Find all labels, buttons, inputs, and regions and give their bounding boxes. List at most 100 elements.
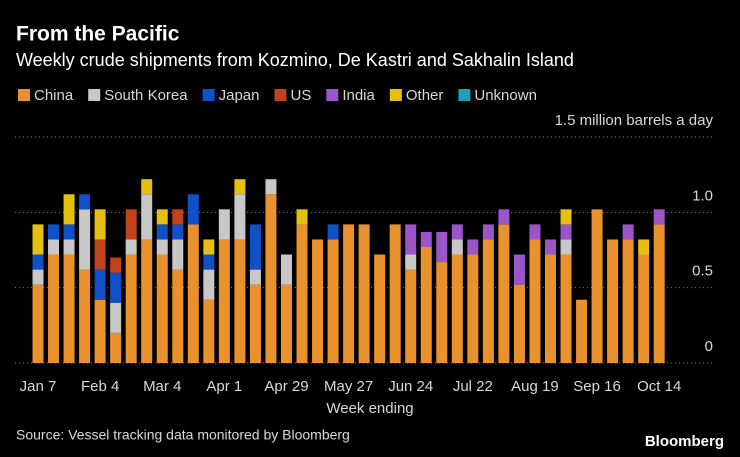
chart-subtitle: Weekly crude shipments from Kozmino, De … xyxy=(16,50,574,70)
bar-segment xyxy=(638,254,650,363)
bar-segment xyxy=(265,194,277,363)
bar-segment xyxy=(110,257,122,273)
bar-segment xyxy=(498,209,510,225)
bar-segment xyxy=(436,262,448,363)
bar-segment xyxy=(63,254,75,363)
bar-segment xyxy=(125,209,137,240)
bar-segment xyxy=(436,231,448,263)
bar-segment xyxy=(110,272,122,303)
bar-segment xyxy=(63,239,75,255)
bar-segment xyxy=(374,254,386,363)
bar-segment xyxy=(234,194,246,240)
bar-segment xyxy=(296,209,308,225)
bar-segment xyxy=(187,194,199,225)
bar-segment xyxy=(63,224,75,240)
chart-title: From the Pacific xyxy=(16,23,180,46)
bar-segment xyxy=(358,224,370,363)
y-tick-label: 1.5 million barrels a day xyxy=(555,112,714,129)
legend-swatch xyxy=(18,89,30,101)
bar-segment xyxy=(141,239,153,363)
x-tick-label: Feb 4 xyxy=(81,378,119,395)
bar-segment xyxy=(560,209,572,225)
bar-segment xyxy=(156,254,168,363)
bar-segment xyxy=(529,224,541,240)
legend-swatch xyxy=(274,89,287,101)
bar-segment xyxy=(110,332,122,363)
bar-segment xyxy=(156,239,168,255)
bar-segment xyxy=(498,224,510,363)
legend-swatch xyxy=(458,89,471,101)
x-tick-label: Jul 22 xyxy=(453,378,493,395)
bar-segment xyxy=(125,254,137,363)
bar-segment xyxy=(249,284,261,363)
bar-segment xyxy=(296,224,308,363)
bar-segment xyxy=(544,239,556,255)
bar-segment xyxy=(280,254,292,285)
bar-segment xyxy=(280,284,292,363)
bar-segment xyxy=(141,194,153,240)
bar-segment xyxy=(607,239,619,363)
bar-segment xyxy=(218,239,230,363)
bar-segment xyxy=(156,224,168,240)
bar-segment xyxy=(94,239,106,270)
bar-segment xyxy=(560,224,572,240)
bar-segment xyxy=(218,209,230,240)
bar-segment xyxy=(203,299,215,363)
bar-segment xyxy=(529,239,541,363)
bar-segment xyxy=(513,254,525,285)
bar-segment xyxy=(265,179,277,195)
x-tick-label: Oct 14 xyxy=(637,378,681,395)
x-tick-label: Sep 16 xyxy=(573,378,621,395)
bar-segment xyxy=(312,239,324,363)
bar-segment xyxy=(451,254,463,363)
bar-segment xyxy=(389,224,401,363)
bar-segment xyxy=(79,269,91,363)
bar-segment xyxy=(110,302,122,333)
bar-segment xyxy=(156,209,168,225)
legend-swatch xyxy=(202,89,215,101)
bar-segment xyxy=(172,269,184,363)
legend-label: US xyxy=(290,87,311,104)
bar-segment xyxy=(172,224,184,240)
bar-segment xyxy=(451,239,463,255)
bar-segment xyxy=(405,224,417,255)
bar-segment xyxy=(63,194,75,225)
legend-label: Unknown xyxy=(474,87,537,104)
bar-segment xyxy=(203,269,215,300)
logo: Bloomberg xyxy=(645,433,724,450)
bar-segment xyxy=(638,239,650,255)
bar-segment xyxy=(32,269,44,285)
bar-segment xyxy=(249,269,261,285)
bar-segment xyxy=(622,239,634,363)
bar-segment xyxy=(203,239,215,255)
x-axis-title: Week ending xyxy=(326,400,413,417)
bar-segment xyxy=(203,254,215,270)
x-tick-label: Jun 24 xyxy=(388,378,433,395)
x-tick-label: May 27 xyxy=(324,378,373,395)
bar-segment xyxy=(327,239,339,363)
bar-segment xyxy=(234,239,246,363)
bar-segment xyxy=(125,239,137,255)
bar-segment xyxy=(513,284,525,363)
bar-segment xyxy=(48,254,60,363)
legend-swatch xyxy=(326,89,339,101)
bar-segment xyxy=(482,224,494,240)
bar-segment xyxy=(420,231,432,247)
bar-segment xyxy=(79,194,91,210)
bar-segment xyxy=(405,254,417,270)
bar-segment xyxy=(560,254,572,363)
bar-segment xyxy=(467,239,479,255)
bar-segment xyxy=(79,209,91,270)
x-tick-label: Mar 4 xyxy=(143,378,181,395)
bar-segment xyxy=(467,254,479,363)
legend-swatch xyxy=(88,89,101,101)
bar-segment xyxy=(48,239,60,255)
bar-segment xyxy=(591,209,603,363)
bar-segment xyxy=(622,224,634,240)
legend-label: Other xyxy=(406,87,444,104)
legend-label: India xyxy=(342,87,375,104)
bar-segment xyxy=(94,209,106,240)
bar-segment xyxy=(94,269,106,300)
source: Source: Vessel tracking data monitored b… xyxy=(16,427,350,443)
